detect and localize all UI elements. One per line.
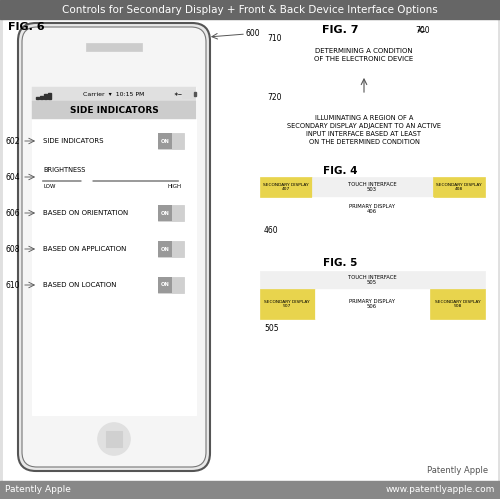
Bar: [158, 205, 184, 221]
Text: HIGH: HIGH: [168, 184, 182, 189]
Text: SECONDARY DISPLAY
407: SECONDARY DISPLAY 407: [263, 183, 309, 191]
Text: SIDE INDICATORS: SIDE INDICATORS: [70, 105, 158, 114]
Bar: [158, 277, 184, 293]
Bar: [0, 0, 500, 19]
Bar: [260, 289, 315, 319]
Text: BRIGHTNESS: BRIGHTNESS: [43, 167, 86, 173]
Text: SECONDARY DISPLAY
507: SECONDARY DISPLAY 507: [264, 300, 310, 308]
Bar: [38, 269, 190, 301]
Text: www.patentlyapple.com: www.patentlyapple.com: [386, 486, 495, 495]
Text: 610: 610: [6, 280, 20, 289]
Bar: [158, 205, 172, 221]
Text: PRIMARY DISPLAY
506: PRIMARY DISPLAY 506: [349, 298, 395, 309]
Text: 460: 460: [264, 226, 278, 235]
Text: 700: 700: [415, 25, 430, 34]
Bar: [36, 97, 39, 99]
Text: FIG. 7: FIG. 7: [322, 25, 358, 35]
Text: DETERMINING A CONDITION
OF THE ELECTRONIC DEVICE: DETERMINING A CONDITION OF THE ELECTRONI…: [314, 48, 414, 62]
Bar: [32, 87, 196, 101]
Bar: [0, 481, 500, 499]
Bar: [38, 125, 190, 157]
Text: BASED ON APPLICATION: BASED ON APPLICATION: [43, 246, 126, 252]
Bar: [38, 161, 190, 193]
Text: Patently Apple: Patently Apple: [427, 466, 488, 475]
Bar: [158, 241, 172, 257]
Bar: [38, 197, 190, 229]
Text: LOW: LOW: [43, 184, 56, 189]
Text: TOUCH INTERFACE
505: TOUCH INTERFACE 505: [348, 274, 397, 285]
Bar: [312, 177, 433, 197]
Text: ON: ON: [160, 211, 170, 216]
Text: 602: 602: [6, 137, 20, 146]
Text: Patently Apple: Patently Apple: [5, 486, 71, 495]
Text: SIDE INDICATORS: SIDE INDICATORS: [43, 138, 104, 144]
Bar: [194, 92, 196, 96]
Text: Carrier  ▾  10:15 PM: Carrier ▾ 10:15 PM: [84, 91, 144, 96]
Text: ILLUMINATING A REGION OF A
SECONDARY DISPLAY ADJACENT TO AN ACTIVE
INPUT INTERFA: ILLUMINATING A REGION OF A SECONDARY DIS…: [287, 115, 441, 145]
Bar: [262, 101, 467, 159]
Bar: [38, 233, 190, 265]
Bar: [315, 289, 430, 319]
Bar: [158, 277, 172, 293]
Bar: [40, 95, 43, 99]
Text: SECONDARY DISPLAY
408: SECONDARY DISPLAY 408: [436, 183, 482, 191]
Bar: [158, 133, 172, 149]
Bar: [267, 37, 462, 73]
Bar: [158, 241, 184, 257]
Text: 604: 604: [6, 173, 20, 182]
Circle shape: [98, 423, 130, 455]
Bar: [260, 177, 312, 197]
Bar: [433, 177, 485, 197]
Text: BASED ON LOCATION: BASED ON LOCATION: [43, 282, 117, 288]
Bar: [32, 101, 196, 119]
Text: 608: 608: [6, 245, 20, 253]
Bar: [48, 92, 51, 99]
Text: FIG. 5: FIG. 5: [323, 258, 357, 268]
Bar: [312, 197, 433, 221]
Text: BASED ON ORIENTATION: BASED ON ORIENTATION: [43, 210, 128, 216]
Text: PRIMARY DISPLAY
406: PRIMARY DISPLAY 406: [349, 204, 395, 215]
Text: ∗−: ∗−: [174, 91, 182, 96]
Text: ON: ON: [160, 282, 170, 287]
Bar: [32, 87, 196, 415]
Text: FIG. 6: FIG. 6: [8, 22, 44, 32]
Text: ON: ON: [160, 139, 170, 144]
FancyBboxPatch shape: [22, 27, 206, 467]
Bar: [430, 289, 485, 319]
Text: TOUCH INTERFACE
503: TOUCH INTERFACE 503: [348, 182, 397, 193]
Text: ON: ON: [160, 247, 170, 251]
Bar: [182, 90, 194, 98]
Bar: [44, 94, 47, 99]
Text: SECONDARY DISPLAY
508: SECONDARY DISPLAY 508: [435, 300, 481, 308]
Bar: [86, 43, 142, 51]
Bar: [260, 271, 485, 289]
FancyBboxPatch shape: [18, 23, 210, 471]
Bar: [158, 133, 184, 149]
Bar: [106, 431, 122, 447]
Text: 505: 505: [264, 324, 278, 333]
Bar: [260, 177, 485, 221]
Text: FIG. 4: FIG. 4: [323, 166, 357, 176]
Text: Controls for Secondary Display + Front & Back Device Interface Options: Controls for Secondary Display + Front &…: [62, 4, 438, 14]
Text: 720: 720: [267, 92, 281, 101]
Bar: [260, 271, 485, 319]
Text: 600: 600: [246, 28, 260, 37]
Text: 710: 710: [267, 33, 281, 42]
Text: 606: 606: [6, 209, 20, 218]
Circle shape: [82, 176, 92, 186]
